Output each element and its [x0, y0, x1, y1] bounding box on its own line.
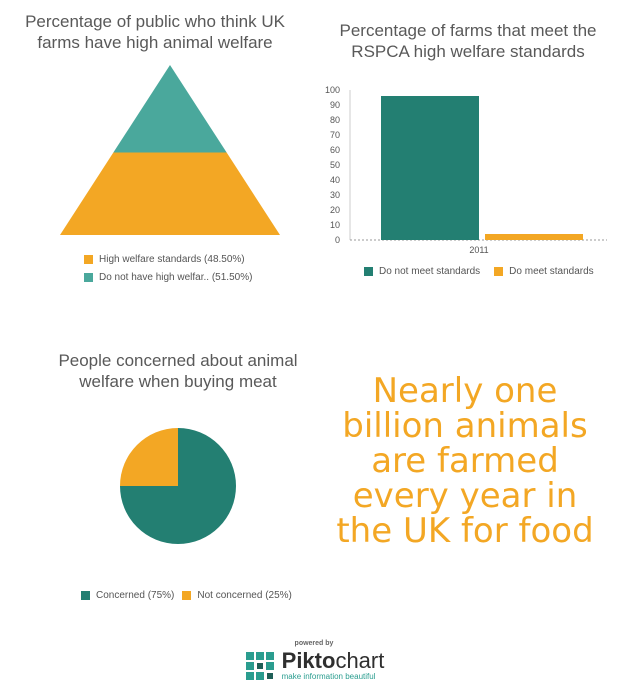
pie-chart-title: People concerned about animal welfare wh… [58, 351, 298, 391]
pie-legend: Concerned (75%) Not concerned (25%) [81, 586, 292, 604]
legend-swatch [494, 266, 504, 276]
legend-label: High welfare standards (48.50%) [99, 253, 245, 265]
y-tick-label: 60 [330, 145, 340, 155]
powered-by-label: powered by [294, 640, 334, 647]
brand-tagline: make information beautiful [281, 672, 376, 681]
y-tick-label: 100 [325, 85, 340, 95]
y-tick-label: 10 [330, 220, 340, 230]
bar-legend: Do not meet standards Do meet standards [364, 262, 594, 280]
y-tick-label: 70 [330, 130, 340, 140]
legend-swatch [84, 254, 93, 264]
legend-label: Do meet standards [509, 265, 594, 277]
bar-do-not-meet [381, 96, 479, 240]
bar-do-meet [485, 234, 583, 240]
pie-slice-not-concerned [120, 428, 178, 486]
y-tick-label: 30 [330, 190, 340, 200]
legend-swatch [182, 590, 192, 600]
pie-chart [120, 428, 236, 544]
y-tick-label: 90 [330, 100, 340, 110]
piktochart-logo-icon [243, 650, 276, 682]
y-tick-label: 0 [335, 235, 340, 245]
legend-swatch [81, 590, 90, 600]
x-tick-label: 2011 [469, 245, 488, 255]
legend-label: Do not meet standards [379, 265, 481, 277]
legend-label: Concerned (75%) [96, 589, 175, 601]
legend-item: High welfare standards (48.50%) [84, 250, 252, 268]
pyramid-legend: High welfare standards (48.50%) Do not h… [84, 250, 252, 286]
bar-chart: 0 10 20 30 40 50 60 70 80 90 100 2011 [325, 85, 607, 255]
pyramid-chart-title: Percentage of public who think UK farms … [25, 12, 285, 52]
bar-chart-title: Percentage of farms that meet the RSPCA … [339, 21, 597, 61]
legend-item: Do not have high welfar.. (51.50%) [84, 268, 252, 286]
pyramid-chart [60, 65, 280, 235]
legend-label: Not concerned (25%) [197, 589, 292, 601]
legend-swatch [84, 272, 93, 282]
fact-text: Nearly one billion animals are farmed ev… [336, 371, 594, 551]
legend-label: Do not have high welfar.. (51.50%) [99, 271, 253, 283]
brand-name-bold: Pikto [281, 648, 336, 673]
y-tick-label: 40 [330, 175, 340, 185]
legend-swatch [364, 266, 373, 276]
y-tick-label: 20 [330, 205, 340, 215]
pyramid-slice-high-welfare [60, 152, 280, 235]
y-tick-label: 50 [330, 160, 340, 170]
y-tick-label: 80 [330, 115, 340, 125]
brand-name-light: chart [335, 648, 385, 673]
pyramid-slice-not-high-welfare [113, 65, 227, 153]
piktochart-branding: powered by Piktochart make information b… [0, 640, 628, 682]
